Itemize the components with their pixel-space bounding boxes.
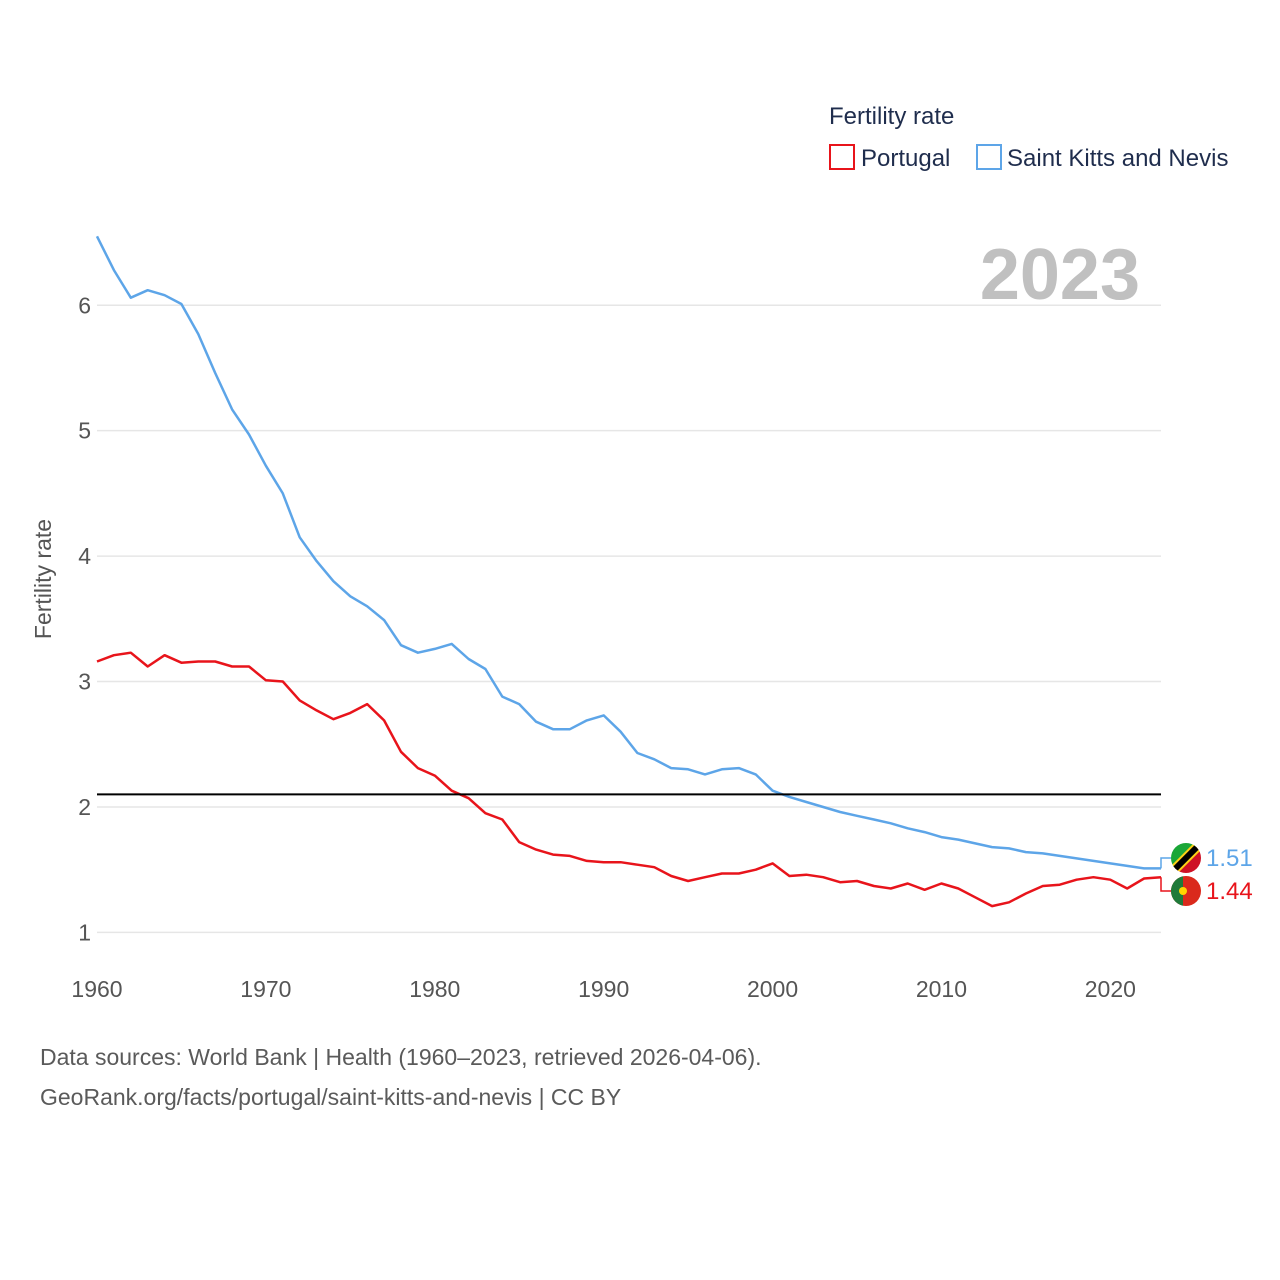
y-axis-ticks: 1 2 3 4 5 6 xyxy=(78,292,91,945)
grid xyxy=(97,304,1161,934)
end-markers: 1.44 1.51 xyxy=(1160,843,1253,906)
series-line-portugal[interactable] xyxy=(96,651,1162,908)
legend-label-portugal: Portugal xyxy=(861,145,950,172)
legend-swatch-saint-kitts-and-nevis xyxy=(976,144,1002,170)
legend-label-saint-kitts-and-nevis: Saint Kitts and Nevis xyxy=(1007,145,1228,172)
legend-item-portugal[interactable]: Portugal xyxy=(829,144,950,172)
y-tick-label: 6 xyxy=(78,292,91,318)
year-watermark: 2023 xyxy=(980,235,1140,315)
footer-link[interactable]: GeoRank.org/facts/portugal/saint-kitts-a… xyxy=(40,1084,622,1110)
legend-swatch-portugal xyxy=(829,144,855,170)
flag-icon-portugal xyxy=(1171,876,1201,906)
end-connector-saint-kitts-and-nevis xyxy=(1160,857,1171,869)
x-tick-label: 1970 xyxy=(240,976,291,1002)
series-line-saint-kitts-and-nevis[interactable] xyxy=(95,235,1161,870)
y-tick-label: 2 xyxy=(78,794,91,820)
flag-icon-saint-kitts-and-nevis xyxy=(1171,843,1201,873)
x-tick-label: 2020 xyxy=(1085,976,1136,1002)
series xyxy=(95,235,1162,908)
legend-title: Fertility rate xyxy=(829,103,954,130)
y-tick-label: 4 xyxy=(78,543,91,569)
x-axis-ticks: 1960 1970 1980 1990 2000 2010 2020 xyxy=(71,976,1136,1002)
x-tick-label: 2010 xyxy=(916,976,967,1002)
end-value-label-portugal: 1.44 xyxy=(1206,878,1253,905)
x-tick-label: 1960 xyxy=(71,976,122,1002)
x-tick-label: 2000 xyxy=(747,976,798,1002)
x-tick-label: 1980 xyxy=(409,976,460,1002)
y-axis-title: Fertility rate xyxy=(30,519,56,639)
end-value-label-saint-kitts-and-nevis: 1.51 xyxy=(1206,845,1253,872)
footer-source: Data sources: World Bank | Health (1960–… xyxy=(40,1044,762,1070)
legend-item-saint-kitts-and-nevis[interactable]: Saint Kitts and Nevis xyxy=(976,144,1228,172)
y-tick-label: 1 xyxy=(78,919,91,945)
y-tick-label: 3 xyxy=(78,669,91,695)
end-connector-portugal xyxy=(1160,877,1171,892)
legend: Fertility rate Portugal Saint Kitts and … xyxy=(829,103,1228,172)
y-tick-label: 5 xyxy=(78,418,91,444)
x-tick-label: 1990 xyxy=(578,976,629,1002)
